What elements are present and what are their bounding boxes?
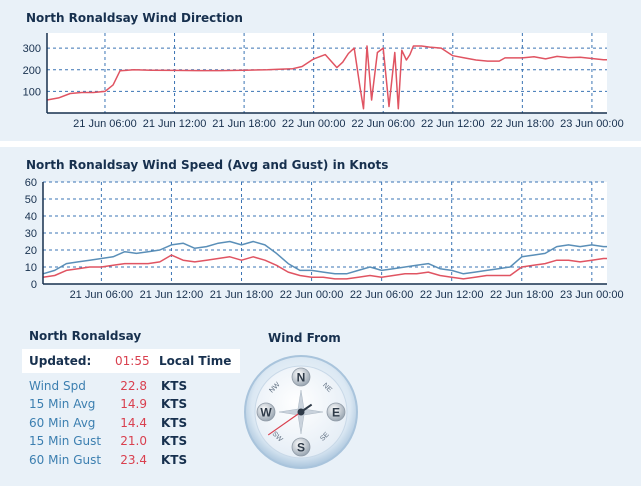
compass-knob-e: E [326,402,346,422]
y-tick-label: 100 [23,86,41,98]
y-tick-label: 300 [23,43,41,55]
local-time-label: Local Time [159,354,232,368]
compass-rose [278,389,324,435]
x-tick-label: 21 Jun 06:00 [70,289,134,301]
y-tick-label: 0 [31,279,37,291]
stat-unit: KTS [161,397,188,411]
x-tick-label: 22 Jun 00:00 [280,289,344,301]
y-tick-label: 50 [25,194,37,206]
compass-label-se: SE [319,431,331,443]
x-tick-label: 22 Jun 18:00 [491,118,555,130]
y-tick-label: 40 [25,211,37,223]
stat-value: 21.0 [120,434,147,448]
updated-label: Updated: [29,354,92,368]
panel-divider [0,141,641,147]
series-line-gust [42,240,607,275]
y-tick-label: 10 [25,262,37,274]
updated-time: 01:55 [115,354,150,368]
stat-row-15min-gust: 15 Min Gust 21.0 KTS [29,434,249,452]
stat-row-60min-avg: 60 Min Avg 14.4 KTS [29,416,249,434]
x-tick-label: 22 Jun 06:00 [351,118,415,130]
x-tick-label: 21 Jun 12:00 [143,118,207,130]
stat-label: 60 Min Avg [29,416,96,430]
stat-value: 23.4 [120,453,147,467]
x-tick-label: 21 Jun 18:00 [210,289,274,301]
x-tick-label: 22 Jun 18:00 [490,289,554,301]
wind-compass: N E S W NW NE SE SW [244,355,358,469]
direction-chart: 300 200 100 21 Jun 06:00 21 Jun 12:00 21 Jun … [23,33,624,130]
compass-knob-n: N [291,367,311,387]
speed-chart-title: North Ronaldsay Wind Speed (Avg and Gust… [26,158,389,172]
y-tick-label: 30 [25,228,37,240]
x-tick-label: 21 Jun 18:00 [212,118,276,130]
compass-label-n: N [297,371,306,385]
x-tick-label: 22 Jun 00:00 [282,118,346,130]
stat-row-wind-speed: Wind Spd 22.8 KTS [29,379,249,397]
station-name: North Ronaldsay [29,329,142,343]
series-line-direction [46,45,607,110]
stat-row-15min-avg: 15 Min Avg 14.9 KTS [29,397,249,415]
stat-row-60min-gust: 60 Min Gust 23.4 KTS [29,453,249,471]
stat-value: 14.4 [120,416,147,430]
compass-knob-w: W [256,402,276,422]
plot-area [47,33,607,113]
direction-chart-title: North Ronaldsay Wind Direction [26,11,243,25]
stat-unit: KTS [161,453,188,467]
x-tick-label: 23 Jun 00:00 [560,118,624,130]
x-tick-label: 22 Jun 06:00 [350,289,414,301]
compass-knob-s: S [291,437,311,457]
y-tick-label: 20 [25,245,37,257]
x-tick-label: 21 Jun 06:00 [73,118,137,130]
stat-label: 60 Min Gust [29,453,102,467]
stat-unit: KTS [161,434,188,448]
wind-from-title: Wind From [268,331,341,345]
compass-label-s: S [297,441,305,455]
stat-label: Wind Spd [29,379,86,393]
x-tick-label: 21 Jun 12:00 [140,289,204,301]
x-tick-label: 22 Jun 12:00 [421,118,485,130]
series-line-avg [42,254,607,280]
y-tick-label: 200 [23,65,41,77]
stat-unit: KTS [161,379,188,393]
stat-unit: KTS [161,416,188,430]
y-tick-label: 60 [25,177,37,189]
stat-value: 14.9 [120,397,147,411]
stat-value: 22.8 [120,379,147,393]
needle-hub [297,408,305,416]
x-tick-label: 22 Jun 12:00 [420,289,484,301]
updated-row: Updated: 01:55 Local Time [22,349,240,373]
stat-label: 15 Min Avg [29,397,96,411]
speed-chart: 60 50 40 30 20 10 0 21 Jun 06:00 21 Jun 12:00 21 … [25,177,624,301]
compass-label-e: E [332,406,340,420]
x-tick-label: 23 Jun 00:00 [560,289,624,301]
stat-label: 15 Min Gust [29,434,102,448]
compass-label-w: W [260,406,272,420]
